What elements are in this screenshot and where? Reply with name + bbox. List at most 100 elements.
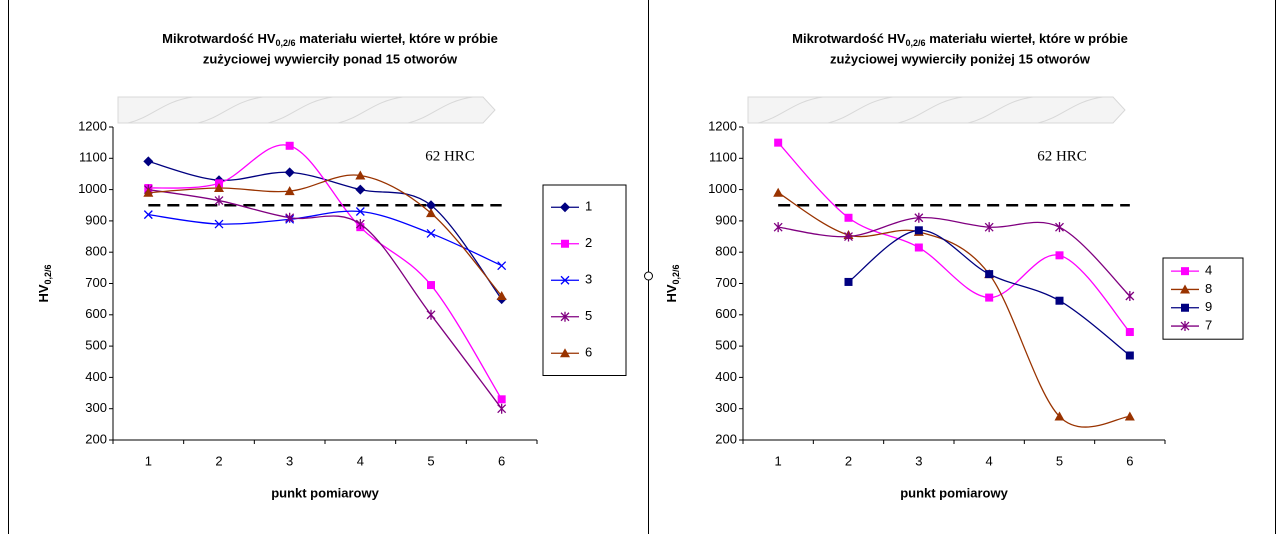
- marker: [143, 156, 154, 167]
- y-tick-label: 1000: [78, 181, 107, 196]
- marker: [774, 138, 783, 147]
- y-axis-label: HV0,2/6: [36, 264, 53, 302]
- series-line: [777, 142, 1131, 333]
- x-tick-label: 4: [986, 453, 993, 468]
- x-tick-label: 2: [845, 453, 852, 468]
- marker: [1055, 296, 1064, 305]
- marker: [214, 195, 224, 206]
- title-part: Mikrotwardość HV: [162, 31, 276, 46]
- annotation: 62 HRC: [1037, 148, 1087, 164]
- marker: [560, 275, 570, 285]
- marker: [355, 219, 365, 230]
- x-tick-label: 4: [357, 453, 364, 468]
- x-tick-label: 3: [915, 453, 922, 468]
- marker: [1125, 351, 1134, 360]
- legend-label: 5: [585, 308, 592, 323]
- marker: [1181, 303, 1189, 312]
- x-tick-label: 1: [775, 453, 782, 468]
- y-tick-label: 500: [715, 338, 737, 353]
- marker: [844, 213, 853, 222]
- marker: [844, 231, 853, 242]
- marker: [426, 208, 436, 218]
- drill-flute: [407, 96, 474, 124]
- title-part: Mikrotwardość HV: [792, 31, 906, 46]
- title-part: materiału wierteł, które w próbie: [926, 31, 1128, 46]
- series: [143, 170, 507, 301]
- legend-label: 9: [1205, 299, 1212, 314]
- marker: [355, 207, 365, 216]
- marker: [560, 311, 570, 322]
- drill-flute: [1037, 96, 1104, 124]
- marker: [1124, 411, 1135, 421]
- marker: [143, 210, 153, 220]
- x-axis-label: punkt pomiarowy: [900, 485, 1008, 500]
- y-tick-label: 600: [85, 306, 107, 321]
- marker: [496, 291, 507, 301]
- legend-label: 2: [585, 235, 592, 250]
- y-tick-label: 600: [715, 306, 737, 321]
- x-tick-label: 1: [145, 453, 152, 468]
- chart-title: Mikrotwardość HV0,2/6 materiału wierteł,…: [162, 31, 498, 48]
- series-line: [148, 188, 503, 410]
- series: [773, 212, 1135, 302]
- y-tick-label: 300: [85, 400, 107, 415]
- x-tick-label: 5: [1056, 453, 1063, 468]
- marker: [560, 202, 570, 213]
- drill: [747, 96, 1126, 124]
- series: [844, 226, 1134, 360]
- drill-flute: [267, 96, 334, 124]
- legend-label: 4: [1205, 263, 1212, 278]
- marker: [284, 167, 295, 178]
- marker: [985, 270, 994, 279]
- chart-title: zużyciowej wywierciły poniżej 15 otworów: [830, 51, 1091, 66]
- marker: [143, 187, 154, 197]
- marker: [426, 309, 436, 320]
- marker: [1180, 284, 1190, 294]
- marker: [914, 243, 923, 252]
- y-axis-label: HV0,2/6: [664, 264, 681, 302]
- y-tick-label: 700: [715, 275, 737, 290]
- y-tick-label: 1200: [78, 118, 107, 133]
- marker: [1055, 251, 1064, 260]
- legend-label: 7: [1205, 317, 1212, 332]
- y-tick-label: 700: [85, 275, 107, 290]
- drill-body: [117, 96, 496, 124]
- marker: [284, 186, 295, 196]
- y-tick-label: 300: [715, 400, 737, 415]
- x-tick-label: 5: [427, 453, 434, 468]
- marker: [497, 261, 507, 271]
- drill-flute: [197, 96, 264, 124]
- series: [143, 184, 507, 414]
- marker: [1125, 328, 1134, 337]
- series-line: [148, 210, 502, 267]
- y-label-main: HV: [36, 284, 51, 302]
- y-label-main: HV: [664, 284, 679, 302]
- series-line: [777, 192, 1130, 428]
- y-tick-label: 1100: [709, 150, 737, 165]
- marker: [497, 403, 507, 414]
- x-tick-label: 3: [286, 453, 293, 468]
- marker: [355, 170, 366, 180]
- y-tick-label: 200: [715, 431, 737, 446]
- y-tick-label: 1200: [708, 118, 737, 133]
- y-tick-label: 200: [85, 431, 107, 446]
- handle: [644, 271, 653, 281]
- drill-body: [747, 96, 1126, 124]
- y-tick-label: 400: [715, 369, 737, 384]
- series: [773, 187, 1135, 428]
- marker: [497, 395, 506, 404]
- drill-flute: [337, 96, 404, 124]
- y-label-subscript: 0,2/6: [671, 264, 681, 284]
- marker: [1055, 222, 1064, 233]
- legend-label: 3: [585, 272, 592, 287]
- marker: [285, 141, 294, 150]
- marker: [984, 222, 994, 233]
- x-tick-label: 6: [1126, 453, 1133, 468]
- marker: [427, 281, 435, 290]
- y-label-subscript: 0,2/6: [43, 264, 53, 284]
- drill-flute: [967, 96, 1034, 124]
- marker: [426, 228, 436, 238]
- marker: [214, 219, 224, 229]
- marker: [914, 226, 923, 235]
- drill-flute: [127, 96, 194, 124]
